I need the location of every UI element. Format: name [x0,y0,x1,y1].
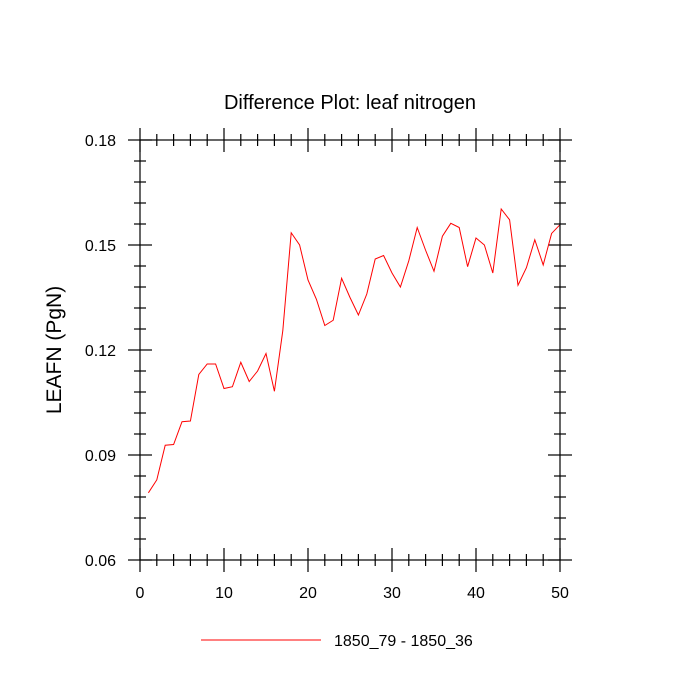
legend-label: 1850_79 - 1850_36 [334,633,473,650]
tick-labels: 0 10 20 30 40 50 0.06 0.09 0.12 0.15 0.18 [85,133,569,602]
x-tick-label: 50 [551,585,569,602]
plot-frame [139,139,561,561]
series-line [147,207,561,494]
y-tick-label: 0.18 [85,133,116,150]
x-tick-label: 0 [136,585,145,602]
x-tick-label: 40 [467,585,485,602]
y-tick-label: 0.15 [85,238,116,255]
legend: 1850_79 - 1850_36 [201,633,473,650]
axis-ticks [128,128,572,572]
y-tick-label: 0.09 [85,448,116,465]
y-tick-label: 0.06 [85,553,116,570]
y-axis-label: LEAFN (PgN) [43,286,66,414]
y-tick-label: 0.12 [85,343,116,360]
x-tick-label: 30 [383,585,401,602]
series-lines [147,207,561,494]
x-tick-label: 20 [299,585,317,602]
chart-title: Difference Plot: leaf nitrogen [224,92,476,114]
x-tick-label: 10 [215,585,233,602]
